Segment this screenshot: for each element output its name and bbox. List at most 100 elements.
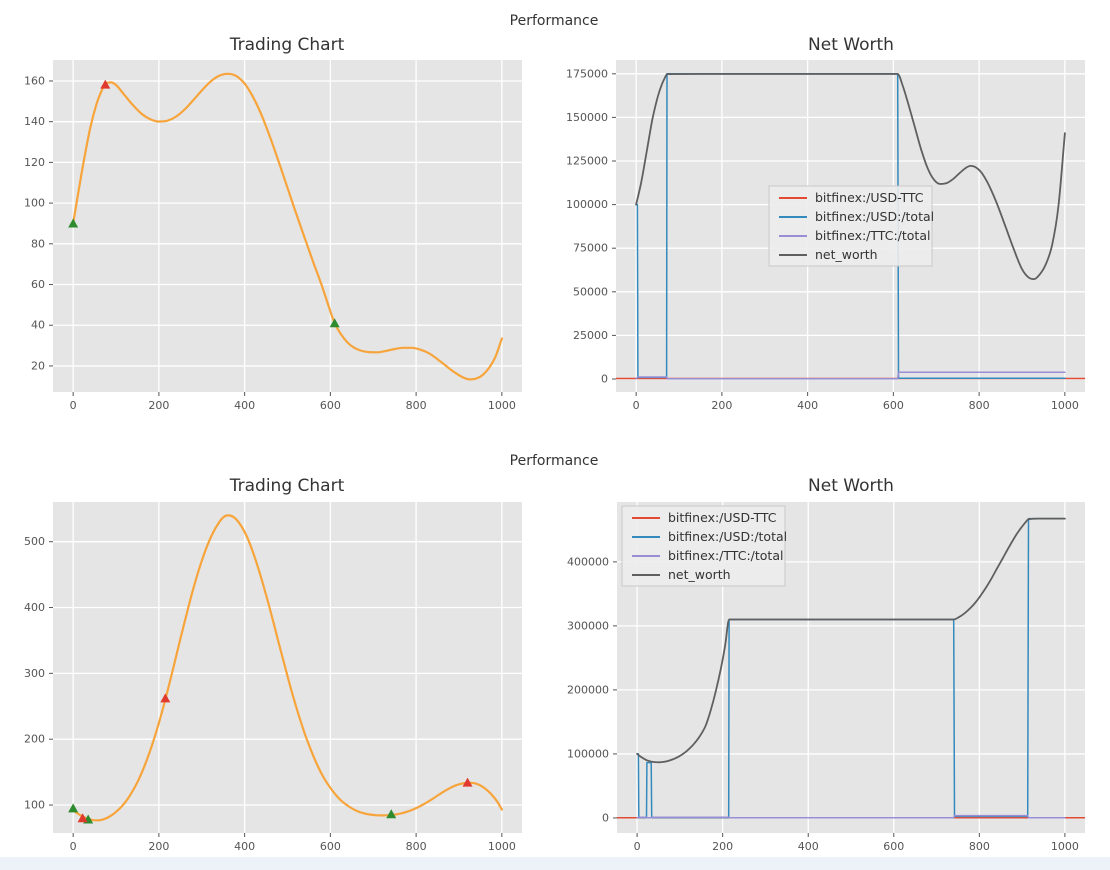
series-bitfinex-ttc-total [635,371,1066,380]
y-tick-label: 25000 [573,329,608,342]
legend-label: bitfinex:/USD-TTC [668,510,777,525]
y-tick-label: 140 [24,115,45,128]
buy-marker-icon [329,318,340,328]
x-tick-label: 400 [234,399,255,412]
sell-marker-icon [100,79,111,89]
x-tick-label: 1000 [1051,840,1079,853]
y-tick-label: 20 [31,359,45,372]
x-tick-label: 200 [711,399,732,412]
y-tick-label: 80 [31,237,45,250]
buy-marker-icon [68,218,79,228]
y-tick-label: 300000 [567,619,609,632]
x-tick-label: 0 [634,840,641,853]
legend-label: bitfinex:/USD:/total [668,529,787,544]
y-tick-label: 400000 [567,555,609,568]
trading-chart-2-title: Trading Chart [229,476,345,496]
legend: bitfinex:/USD-TTC bitfinex:/USD:/total bit… [768,185,934,267]
series-net-worth [636,517,1066,764]
sell-marker-icon [160,693,171,703]
x-tick-label: 0 [70,399,77,412]
y-tick-label: 100000 [567,747,609,760]
y-tick-label: 60 [31,278,45,291]
x-tick-label: 1000 [1051,399,1079,412]
y-tick-label: 120 [24,156,45,169]
x-tick-label: 1000 [488,840,516,853]
price-line [72,514,503,822]
series-lines [616,73,1085,380]
x-tick-label: 200 [148,840,169,853]
price-line [72,72,503,381]
legend-label: bitfinex:/TTC:/total [668,548,783,563]
sell-marker-icon [462,777,473,787]
x-tick-label: 0 [70,840,77,853]
y-tick-label: 200 [24,733,45,746]
legend-box [768,185,933,267]
buy-marker-icon [386,809,397,819]
series-lines [617,517,1085,819]
x-tick-label: 200 [712,840,733,853]
gridlines [53,502,522,833]
trade-markers [68,79,340,328]
y-tick-label: 100000 [566,198,608,211]
y-tick-label: 100 [24,799,45,812]
y-tick-label: 500 [24,535,45,548]
x-tick-label: 800 [406,399,427,412]
net-worth-chart-2-title: Net Worth [808,476,894,496]
y-tick-label: 100 [24,197,45,210]
x-tick-label: 600 [883,399,904,412]
y-tick-label: 40 [31,319,45,332]
axis-ticks: 0 200 400 600 800 1000 0 100000 200000 300000 4000… [567,555,1079,853]
y-tick-label: 175000 [566,67,608,80]
series-lines [72,514,503,822]
plot-background [53,502,522,833]
y-tick-label: 125000 [566,155,608,168]
axis-ticks: 0 200 400 600 800 1000 20 40 60 80 100 120 140 160 [24,74,516,412]
x-tick-label: 600 [883,840,904,853]
sell-marker-icon [77,813,88,823]
legend-label: bitfinex:/TTC:/total [815,228,930,243]
x-tick-label: 800 [406,840,427,853]
legend-box [621,505,786,587]
y-tick-label: 75000 [573,242,608,255]
figure2-suptitle: Performance [509,453,599,469]
axis-ticks: 0 200 400 600 800 1000 100 200 300 400 500 [24,535,516,853]
y-tick-label: 200000 [567,683,609,696]
buy-marker-icon [68,803,79,813]
y-tick-label: 150000 [566,111,608,124]
legend-label: bitfinex:/USD:/total [815,209,934,224]
y-tick-label: 50000 [573,285,608,298]
legend-label: net_worth [815,247,878,262]
x-tick-label: 800 [969,399,990,412]
y-tick-label: 400 [24,601,45,614]
trade-markers [68,693,473,824]
series-lines [72,72,503,381]
y-tick-label: 0 [602,811,609,824]
x-tick-label: 400 [234,840,255,853]
x-tick-label: 1000 [488,399,516,412]
legend-label: bitfinex:/USD-TTC [815,190,924,205]
x-tick-label: 0 [633,399,640,412]
x-tick-label: 400 [797,399,818,412]
axis-ticks: 0 200 400 600 800 1000 0 25000 50000 75000 100000 1… [566,67,1079,412]
series-bitfinex-ttc-total [636,814,1066,819]
trading-chart-1-title: Trading Chart [229,35,345,55]
y-tick-label: 160 [24,74,45,87]
y-tick-label: 300 [24,667,45,680]
series-bitfinex-usd-total [635,73,1066,380]
x-tick-label: 200 [148,399,169,412]
y-tick-label: 0 [601,373,608,386]
figure1-suptitle: Performance [509,13,599,29]
legend-label: net_worth [668,567,731,582]
plot-background [53,60,522,392]
x-tick-label: 600 [320,840,341,853]
bottom-strip [0,857,1110,870]
x-tick-label: 600 [320,399,341,412]
legend: bitfinex:/USD-TTC bitfinex:/USD:/total bit… [621,505,787,587]
net-worth-chart-1-title: Net Worth [808,35,894,55]
x-tick-label: 800 [969,840,990,853]
